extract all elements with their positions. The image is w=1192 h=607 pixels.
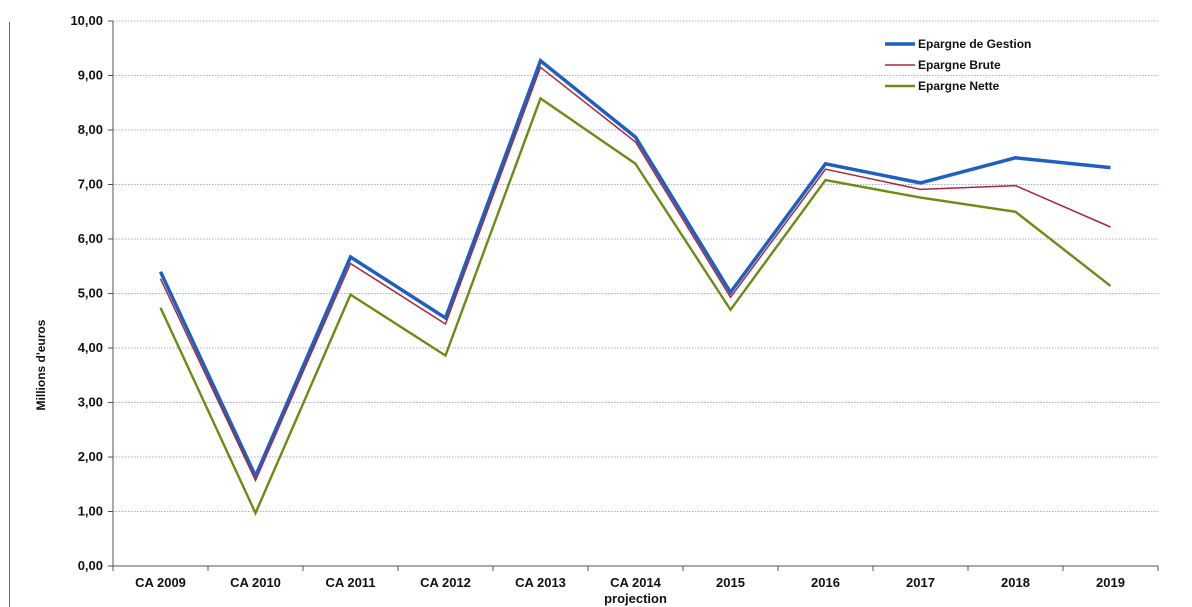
y-tick-label: 9,00 [78, 68, 103, 83]
y-axis-title: Millions d'euros [34, 319, 48, 410]
x-tick-label: 2019 [1096, 575, 1125, 590]
x-tick-label: 2015 [716, 575, 745, 590]
y-tick-label: 10,00 [70, 13, 103, 28]
y-tick-label: 2,00 [78, 449, 103, 464]
y-tick-label: 5,00 [78, 286, 103, 301]
y-tick-label: 4,00 [78, 340, 103, 355]
y-tick-label: 1,00 [78, 504, 103, 519]
y-tick-label: 8,00 [78, 122, 103, 137]
legend-label-2: Epargne Brute [918, 58, 1001, 72]
x-tick-label: CA 2011 [325, 575, 375, 590]
series-line-2 [159, 66, 1111, 483]
x-tick-label: CA 2014 [610, 575, 662, 590]
legend: Epargne de Gestion Epargne Brute Epargne N… [885, 37, 1031, 93]
series-line-3 [159, 96, 1112, 517]
series-line-1 [158, 57, 1111, 481]
frame-left-border [9, 22, 10, 607]
y-tick-label: 7,00 [78, 177, 103, 192]
x-tick-label: CA 2009 [135, 575, 186, 590]
x-tick-label: 2017 [906, 575, 935, 590]
x-tick-label: CA 2010 [230, 575, 281, 590]
gridlines [113, 20, 1158, 512]
legend-label-3: Epargne Nette [918, 79, 1000, 93]
y-tick-label: 3,00 [78, 395, 103, 410]
axes: 0,00 1,00 2,00 3,00 4,00 5,00 6,00 7,00 8,00 9,00… [70, 13, 1159, 606]
x-tick-label: 2016 [811, 575, 840, 590]
legend-label-1: Epargne de Gestion [918, 37, 1031, 51]
x-tick-sublabel-projection: projection [604, 591, 667, 606]
y-tick-label: 6,00 [78, 231, 103, 246]
x-tick-label: 2018 [1001, 575, 1030, 590]
x-tick-label: CA 2012 [420, 575, 471, 590]
y-tick-label: 0,00 [78, 558, 103, 573]
series-lines [158, 57, 1112, 517]
x-tick-label: CA 2013 [515, 575, 566, 590]
